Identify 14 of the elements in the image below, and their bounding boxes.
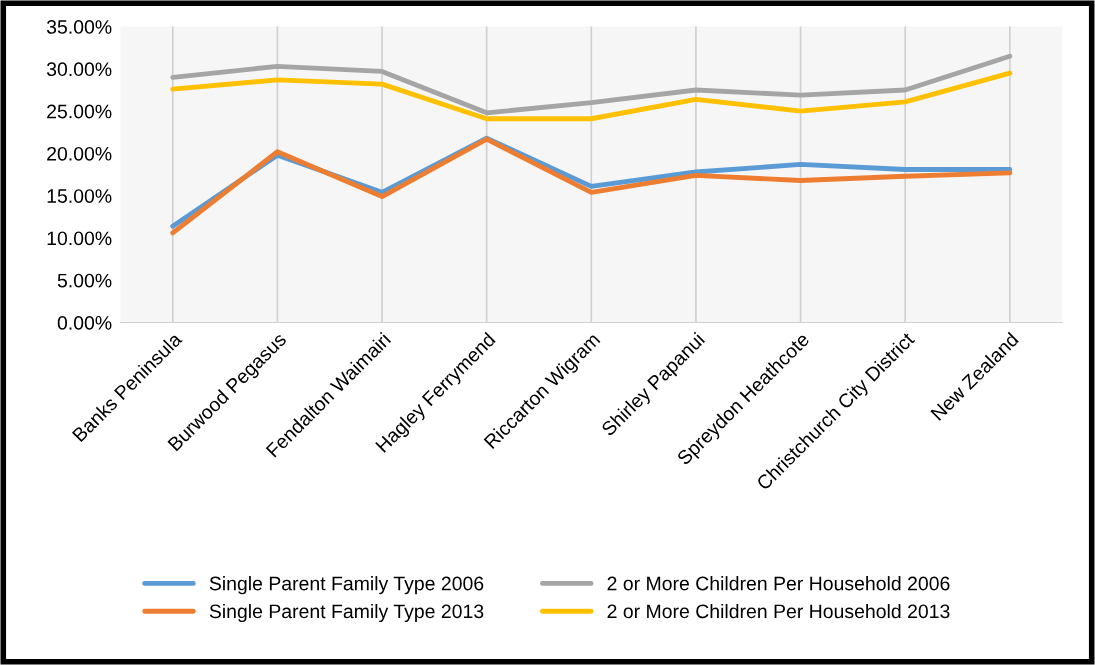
legend-label: Single Parent Family Type 2006 xyxy=(209,576,484,595)
y-tick-label: 5.00% xyxy=(57,273,112,288)
y-tick-label: 10.00% xyxy=(47,231,112,246)
y-tick-label: 25.00% xyxy=(47,104,112,119)
legend-label: 2 or More Children Per Household 2006 xyxy=(607,576,950,591)
line-series xyxy=(170,53,1013,116)
y-tick-label: 35.00% xyxy=(46,20,112,34)
y-tick-label: 0.00% xyxy=(57,315,112,330)
y-tick-label: 15.00% xyxy=(47,189,112,203)
y-tick-label: 30.00% xyxy=(46,62,112,77)
y-tick-label: 20.00% xyxy=(47,146,112,161)
legend-label: 2 or More Children Per Household 2013 xyxy=(607,603,950,619)
line-series xyxy=(170,70,1013,122)
legend-label: Single Parent Family Type 2013 xyxy=(209,603,484,623)
